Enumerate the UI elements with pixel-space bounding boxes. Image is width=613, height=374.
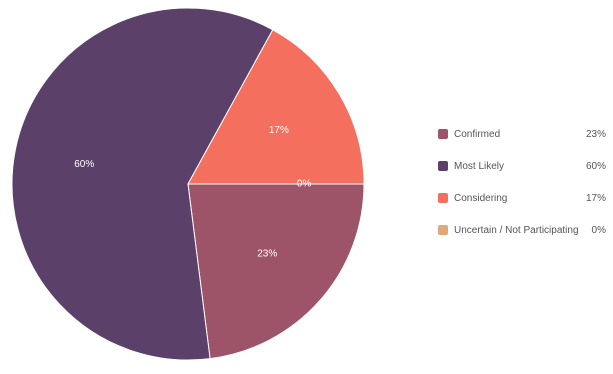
slice-most-likely: [11, 7, 274, 361]
legend-item-confirmed: Confirmed 23%: [438, 126, 606, 142]
legend-label-uncertain-not-participating: Uncertain / Not Participating: [454, 224, 579, 236]
slice-confirmed: [187, 183, 365, 360]
legend: Confirmed 23% Most Likely 60% Considering 17%…: [438, 126, 606, 254]
legend-value-uncertain-not-participating: 0%: [591, 224, 606, 236]
slices-layer: [11, 7, 365, 361]
labels-layer: 23% 60% 17% 0%: [74, 125, 311, 260]
legend-swatch-most-likely: [438, 161, 448, 171]
legend-label-confirmed: Confirmed: [454, 128, 501, 140]
data-label-uncertain-not-participating: 0%: [297, 179, 312, 190]
legend-item-most-likely: Most Likely 60%: [438, 158, 606, 174]
data-label-confirmed: 23%: [257, 248, 277, 259]
legend-swatch-confirmed: [438, 129, 448, 139]
slice-considering: [187, 29, 365, 185]
data-label-considering: 17%: [269, 125, 289, 136]
legend-label-most-likely: Most Likely: [454, 160, 505, 172]
data-label-most-likely: 60%: [74, 159, 94, 170]
legend-item-uncertain-not-participating: Uncertain / Not Participating 0%: [438, 222, 606, 238]
legend-value-most-likely: 60%: [585, 160, 606, 172]
legend-swatch-uncertain-not-participating: [438, 225, 448, 235]
legend-swatch-considering: [438, 193, 448, 203]
legend-label-considering: Considering: [454, 192, 508, 204]
legend-value-considering: 17%: [585, 192, 606, 204]
legend-item-considering: Considering 17%: [438, 190, 606, 206]
legend-value-confirmed: 23%: [585, 128, 606, 140]
